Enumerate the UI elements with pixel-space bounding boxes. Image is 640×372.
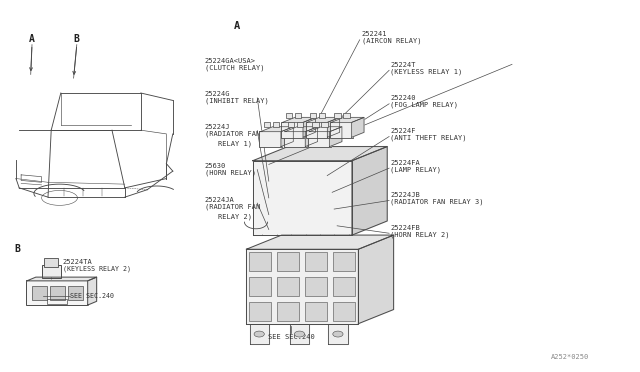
Text: 25224GA<USA>: 25224GA<USA>: [205, 58, 256, 64]
FancyBboxPatch shape: [250, 277, 271, 296]
Text: A: A: [29, 34, 35, 44]
Polygon shape: [246, 249, 358, 324]
FancyBboxPatch shape: [68, 286, 83, 300]
Text: 25224FB: 25224FB: [390, 225, 420, 231]
Text: (ANTI THEFT RELAY): (ANTI THEFT RELAY): [390, 134, 467, 141]
FancyBboxPatch shape: [250, 302, 271, 321]
Text: A252*0250: A252*0250: [550, 354, 589, 360]
FancyBboxPatch shape: [333, 277, 355, 296]
Polygon shape: [358, 235, 394, 324]
FancyBboxPatch shape: [312, 122, 319, 127]
FancyBboxPatch shape: [321, 122, 328, 127]
Text: 25224JB: 25224JB: [390, 192, 420, 198]
Polygon shape: [253, 161, 352, 235]
Text: RELAY 2): RELAY 2): [218, 213, 252, 220]
FancyBboxPatch shape: [310, 113, 317, 118]
Text: 25224TA: 25224TA: [63, 259, 92, 265]
FancyBboxPatch shape: [333, 302, 355, 321]
Text: (FOG LAMP RELAY): (FOG LAMP RELAY): [390, 102, 458, 108]
Text: (KEYLESS RELAY 2): (KEYLESS RELAY 2): [63, 266, 131, 272]
Text: 25224G: 25224G: [205, 92, 230, 97]
Text: 252240: 252240: [390, 95, 416, 101]
FancyBboxPatch shape: [288, 122, 294, 127]
Text: (AIRCON RELAY): (AIRCON RELAY): [362, 38, 421, 44]
Polygon shape: [330, 127, 342, 147]
Polygon shape: [328, 324, 348, 344]
Polygon shape: [307, 118, 340, 122]
Text: B: B: [74, 34, 79, 44]
Text: (LAMP RELAY): (LAMP RELAY): [390, 166, 442, 173]
Polygon shape: [253, 147, 387, 161]
FancyBboxPatch shape: [44, 258, 58, 267]
Text: 25224F: 25224F: [390, 128, 416, 134]
Circle shape: [333, 331, 343, 337]
FancyBboxPatch shape: [284, 131, 307, 147]
Text: (KEYLESS RELAY 1): (KEYLESS RELAY 1): [390, 68, 463, 75]
FancyBboxPatch shape: [264, 122, 270, 127]
FancyBboxPatch shape: [306, 122, 329, 138]
Text: 252241: 252241: [362, 31, 387, 37]
FancyBboxPatch shape: [295, 113, 301, 118]
Text: (HORN RELAY 2): (HORN RELAY 2): [390, 231, 450, 238]
FancyBboxPatch shape: [32, 286, 47, 300]
Text: B: B: [14, 244, 20, 254]
Polygon shape: [352, 118, 364, 137]
FancyBboxPatch shape: [305, 277, 328, 296]
Polygon shape: [332, 118, 364, 122]
Text: 25630: 25630: [205, 163, 226, 169]
FancyBboxPatch shape: [42, 265, 61, 278]
Text: (HORN RELAY): (HORN RELAY): [205, 170, 256, 176]
FancyBboxPatch shape: [277, 277, 300, 296]
Polygon shape: [303, 118, 316, 137]
FancyBboxPatch shape: [286, 113, 292, 118]
Polygon shape: [290, 324, 309, 344]
Polygon shape: [281, 127, 293, 147]
Text: (RADIATOR FAN RELAY 3): (RADIATOR FAN RELAY 3): [390, 198, 484, 205]
Polygon shape: [283, 118, 316, 122]
FancyBboxPatch shape: [344, 113, 349, 118]
FancyBboxPatch shape: [305, 252, 328, 271]
Polygon shape: [27, 277, 97, 281]
Text: (RADIATOR FAN: (RADIATOR FAN: [205, 203, 260, 210]
FancyBboxPatch shape: [50, 286, 65, 300]
FancyBboxPatch shape: [297, 122, 303, 127]
Polygon shape: [328, 118, 340, 137]
FancyBboxPatch shape: [273, 122, 279, 127]
FancyBboxPatch shape: [305, 302, 328, 321]
Text: SEE SEC.240: SEE SEC.240: [70, 293, 115, 299]
Polygon shape: [250, 324, 269, 344]
FancyBboxPatch shape: [250, 252, 271, 271]
Polygon shape: [260, 127, 293, 132]
Text: 25224JA: 25224JA: [205, 197, 234, 203]
Polygon shape: [246, 235, 394, 249]
FancyBboxPatch shape: [333, 252, 355, 271]
Circle shape: [254, 331, 264, 337]
FancyBboxPatch shape: [319, 113, 326, 118]
FancyBboxPatch shape: [282, 122, 305, 138]
FancyBboxPatch shape: [277, 252, 300, 271]
Text: A: A: [234, 21, 240, 31]
Text: 25224T: 25224T: [390, 62, 416, 68]
FancyBboxPatch shape: [308, 131, 331, 147]
Text: (CLUTCH RELAY): (CLUTCH RELAY): [205, 64, 264, 71]
FancyBboxPatch shape: [334, 113, 340, 118]
Text: (INHIBIT RELAY): (INHIBIT RELAY): [205, 98, 269, 105]
Text: SEE SEC.240: SEE SEC.240: [268, 334, 315, 340]
FancyBboxPatch shape: [277, 302, 300, 321]
Polygon shape: [88, 277, 97, 305]
Polygon shape: [309, 127, 342, 132]
Polygon shape: [352, 147, 387, 235]
Polygon shape: [285, 127, 317, 132]
Text: 25224J: 25224J: [205, 124, 230, 130]
FancyBboxPatch shape: [330, 122, 353, 138]
Circle shape: [294, 331, 305, 337]
Text: 25224FA: 25224FA: [390, 160, 420, 166]
FancyBboxPatch shape: [259, 131, 282, 147]
Text: RELAY 1): RELAY 1): [218, 141, 252, 147]
Polygon shape: [305, 127, 317, 147]
Text: (RADIATOR FAN: (RADIATOR FAN: [205, 131, 260, 137]
FancyBboxPatch shape: [26, 280, 88, 305]
